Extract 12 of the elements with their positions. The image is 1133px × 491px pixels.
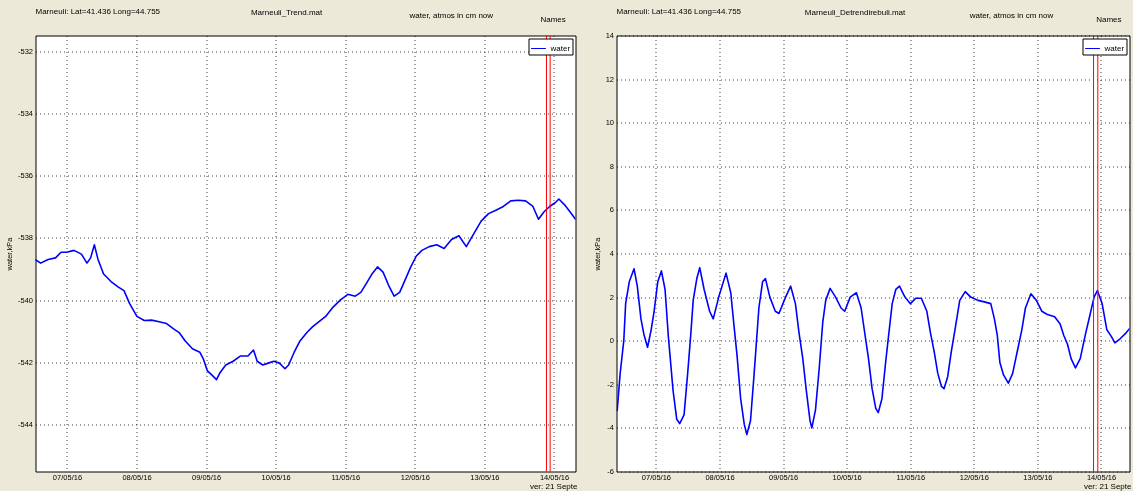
text: Names xyxy=(540,14,566,24)
chart-title: Marneuli_Detrendirebuli.mat xyxy=(804,8,907,17)
chart-title: Marneuli_Trend.mat xyxy=(250,8,324,17)
text: ver: 21 Septe xyxy=(529,481,579,491)
text: ver: 21 Septe xyxy=(1083,481,1133,491)
text: Marneuli: Lat=41.436 Long=44.755 xyxy=(35,6,161,16)
text: water, atmos in cm now xyxy=(968,11,1054,20)
text: Names xyxy=(1096,14,1122,24)
legend-label: water xyxy=(549,43,571,53)
text: Marneuli: Lat=41.436 Long=44.755 xyxy=(616,6,742,16)
text: water, atmos in cm now xyxy=(408,11,494,20)
legend-label: water xyxy=(1103,43,1125,53)
